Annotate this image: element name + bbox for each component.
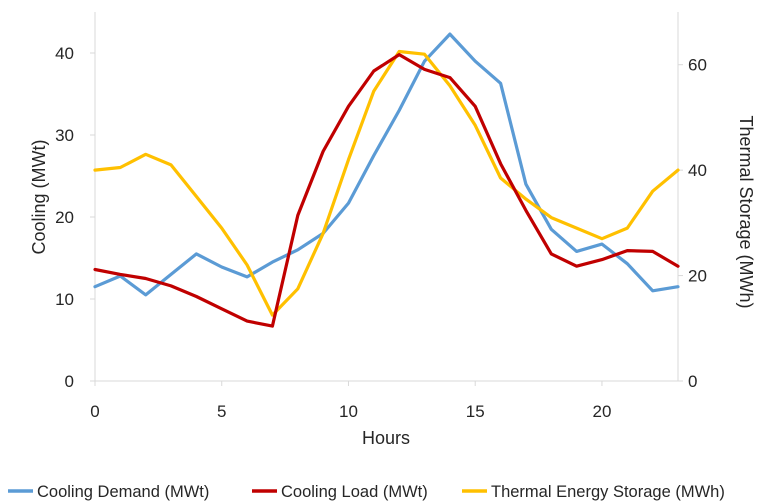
y-left-tick-label: 0 [65,372,74,391]
x-tick-label: 20 [592,402,611,421]
legend-label-thermal-storage: Thermal Energy Storage (MWh) [491,483,725,501]
y-right-tick-label: 60 [688,56,707,75]
y-axis-right-title: Thermal Storage (MWh) [736,115,756,308]
y-left-tick-label: 20 [55,208,74,227]
legend-label-cooling-demand: Cooling Demand (MWt) [37,483,209,501]
x-tick-label: 5 [217,402,226,421]
x-tick-label: 15 [466,402,485,421]
series-line-cooling-demand [93,32,680,297]
y-right-tick-label: 20 [688,267,707,286]
chart-series-lines [93,32,680,328]
x-axis-title: Hours [362,428,410,448]
y-left-tick-label: 40 [55,44,74,63]
x-tick-label: 10 [339,402,358,421]
y-left-tick-label: 30 [55,126,74,145]
x-tick-label: 0 [90,402,99,421]
chart-axes [90,12,683,386]
chart-legend: Cooling Demand (MWt) Cooling Load (MWt) … [8,483,725,501]
y-axis-left-title: Cooling (MWt) [29,139,49,254]
chart-tick-labels: 0 5 10 15 20 0 10 20 30 40 0 20 40 60 [55,44,707,421]
series-line-thermal-storage [93,49,680,317]
y-left-tick-label: 10 [55,290,74,309]
y-right-tick-label: 0 [688,372,697,391]
series-line-cooling-load [93,52,680,328]
legend-label-cooling-load: Cooling Load (MWt) [281,483,428,501]
y-right-tick-label: 40 [688,161,707,180]
